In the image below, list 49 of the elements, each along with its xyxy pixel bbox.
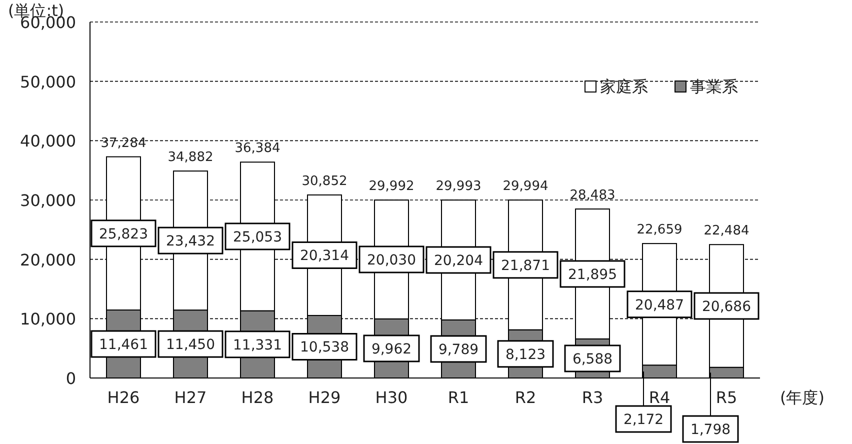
data-label: 11,331 — [233, 337, 282, 354]
data-label: 8,123 — [505, 346, 546, 363]
data-label: 11,450 — [166, 337, 215, 354]
total-label: 34,882 — [168, 150, 214, 166]
data-label: 1,798 — [690, 422, 731, 438]
data-label: 2,172 — [623, 412, 664, 428]
data-label: 21,871 — [501, 258, 550, 274]
data-label: 25,053 — [233, 229, 282, 246]
data-label: 11,461 — [99, 337, 148, 353]
x-tick-label: R4 — [648, 388, 670, 407]
x-tick-label: R3 — [582, 388, 604, 407]
y-tick-label: 30,000 — [20, 191, 76, 210]
total-label: 28,483 — [570, 188, 616, 203]
total-label: 22,659 — [636, 222, 682, 238]
x-tick-label: R1 — [448, 388, 470, 407]
data-label: 10,538 — [300, 340, 349, 356]
data-label: 20,487 — [635, 297, 684, 314]
total-label: 22,484 — [704, 224, 750, 239]
y-tick-label: 0 — [66, 369, 76, 388]
total-label: 30,852 — [302, 174, 348, 189]
y-tick-label: 50,000 — [20, 72, 76, 92]
data-label: 20,314 — [300, 248, 350, 264]
data-label: 20,204 — [434, 252, 484, 269]
x-tick-label: H29 — [308, 388, 341, 407]
total-label: 37,284 — [100, 136, 146, 151]
y-tick-label: 10,000 — [20, 310, 76, 329]
data-label: 6,588 — [572, 351, 613, 368]
total-label: 29,994 — [502, 179, 548, 194]
y-tick-label: 40,000 — [20, 132, 76, 151]
data-label: 25,823 — [99, 226, 148, 242]
data-label: 9,962 — [371, 341, 412, 358]
legend-label: 事業系 — [690, 77, 738, 96]
data-label: 20,686 — [702, 298, 752, 315]
legend-label: 家庭系 — [600, 77, 648, 96]
x-tick-label: R5 — [716, 388, 738, 407]
data-label: 23,432 — [166, 234, 215, 250]
x-tick-label: R2 — [514, 388, 536, 407]
x-tick-label: H26 — [107, 388, 140, 407]
total-label: 29,993 — [436, 179, 482, 194]
x-axis-title: (年度) — [780, 388, 824, 407]
total-label: 36,384 — [234, 141, 280, 156]
x-tick-label: H28 — [241, 388, 274, 407]
x-tick-label: H30 — [375, 388, 408, 407]
data-label: 20,030 — [367, 252, 416, 268]
total-label: 29,992 — [368, 179, 414, 194]
data-label: 21,895 — [568, 266, 617, 283]
x-tick-label: H27 — [174, 388, 207, 407]
y-tick-label: 20,000 — [20, 250, 76, 270]
data-label: 9,789 — [438, 342, 479, 358]
